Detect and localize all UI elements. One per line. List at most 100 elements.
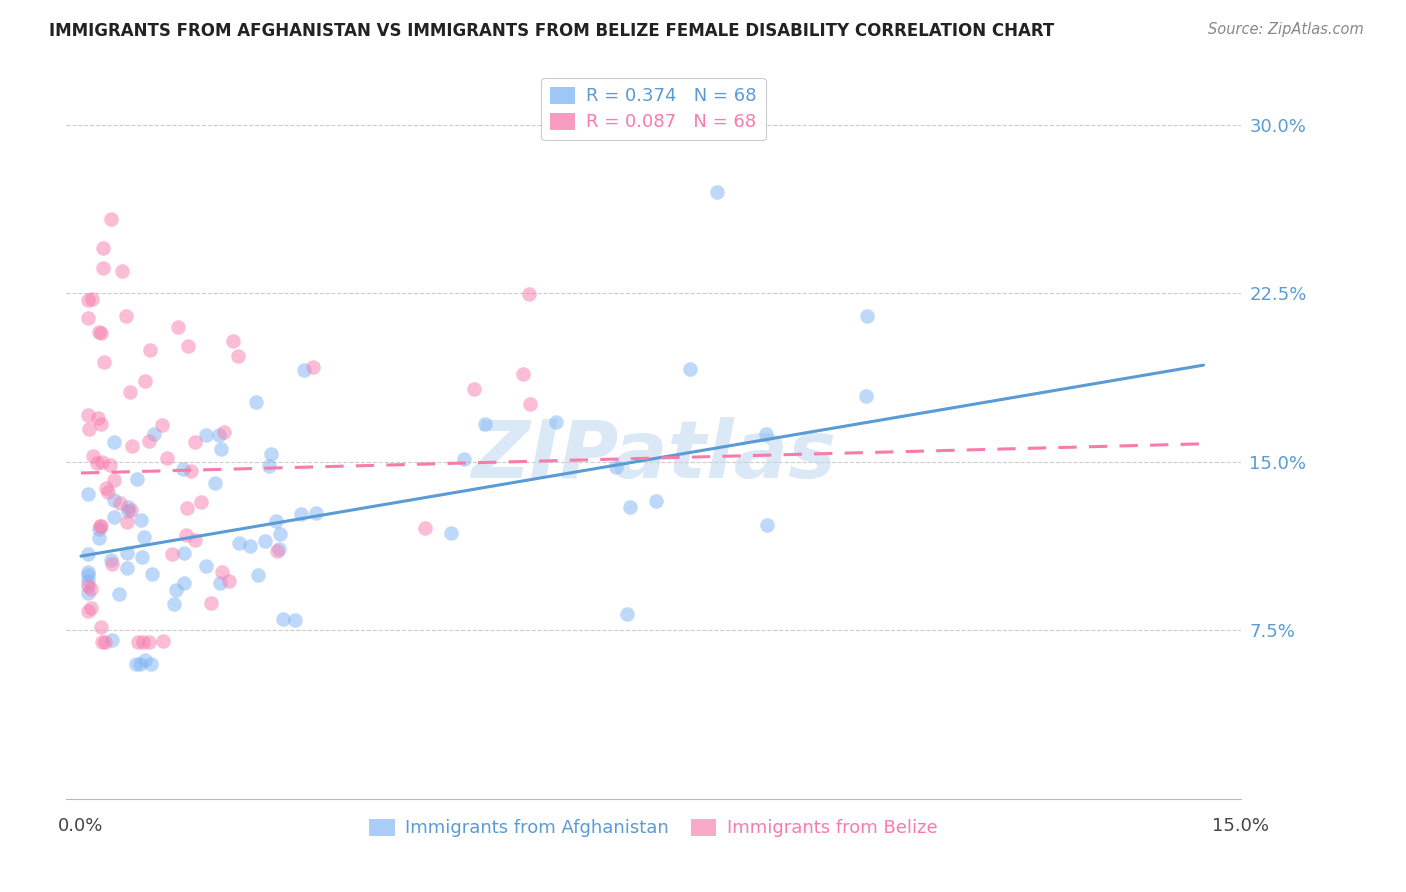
Point bbox=[269, 526, 291, 541]
Point bbox=[152, 633, 174, 648]
Text: 0.0%: 0.0% bbox=[58, 817, 104, 835]
Point bbox=[195, 427, 218, 442]
Point bbox=[619, 500, 641, 514]
Point bbox=[246, 568, 269, 582]
Point bbox=[440, 526, 463, 541]
Point bbox=[292, 362, 315, 376]
Point bbox=[101, 632, 124, 647]
Point bbox=[100, 553, 122, 567]
Point bbox=[82, 449, 104, 463]
Point bbox=[512, 368, 534, 382]
Point bbox=[167, 320, 190, 334]
Point bbox=[86, 411, 108, 425]
Point bbox=[218, 574, 240, 588]
Point bbox=[90, 620, 112, 634]
Point bbox=[271, 612, 294, 626]
Point bbox=[212, 425, 235, 439]
Point bbox=[172, 462, 194, 476]
Point bbox=[138, 434, 160, 448]
Point bbox=[103, 492, 125, 507]
Point bbox=[138, 343, 160, 358]
Point bbox=[463, 382, 485, 396]
Point bbox=[517, 287, 540, 301]
Point bbox=[100, 558, 122, 572]
Point bbox=[645, 494, 668, 508]
Point bbox=[120, 384, 142, 399]
Point bbox=[204, 475, 226, 490]
Point bbox=[90, 519, 112, 533]
Point bbox=[93, 241, 115, 255]
Point bbox=[125, 472, 148, 486]
Point bbox=[90, 634, 112, 648]
Point bbox=[150, 418, 173, 433]
Point bbox=[86, 456, 108, 470]
Point bbox=[115, 561, 138, 575]
Point bbox=[616, 607, 638, 621]
Point bbox=[115, 515, 138, 529]
Point bbox=[94, 481, 117, 495]
Point bbox=[93, 355, 115, 369]
Point bbox=[77, 547, 100, 561]
Point bbox=[269, 542, 291, 557]
Point bbox=[194, 558, 217, 573]
Point bbox=[176, 501, 198, 516]
Point bbox=[98, 458, 121, 473]
Point bbox=[132, 530, 155, 544]
Point bbox=[755, 427, 778, 442]
Point bbox=[228, 536, 250, 550]
Point bbox=[519, 397, 541, 411]
Point bbox=[103, 509, 125, 524]
Point bbox=[260, 447, 283, 461]
Point bbox=[302, 360, 325, 375]
Point bbox=[127, 634, 149, 648]
Point bbox=[453, 451, 475, 466]
Point bbox=[132, 634, 155, 648]
Point bbox=[79, 601, 101, 615]
Point bbox=[77, 604, 100, 618]
Point bbox=[79, 582, 101, 596]
Point bbox=[77, 293, 100, 307]
Point bbox=[117, 500, 139, 515]
Point bbox=[211, 565, 233, 579]
Text: Source: ZipAtlas.com: Source: ZipAtlas.com bbox=[1208, 22, 1364, 37]
Point bbox=[134, 374, 156, 388]
Point bbox=[131, 549, 153, 564]
Point bbox=[77, 422, 100, 436]
Point bbox=[174, 527, 197, 541]
Point bbox=[305, 506, 328, 520]
Point bbox=[184, 533, 207, 547]
Point bbox=[254, 533, 277, 548]
Point bbox=[209, 442, 232, 457]
Point bbox=[173, 576, 195, 591]
Point bbox=[134, 653, 156, 667]
Point bbox=[115, 545, 138, 559]
Point bbox=[208, 576, 231, 591]
Point bbox=[77, 579, 100, 593]
Point bbox=[239, 539, 262, 553]
Point bbox=[77, 586, 100, 600]
Point bbox=[266, 543, 288, 558]
Point bbox=[160, 547, 183, 561]
Point bbox=[706, 185, 728, 199]
Point bbox=[173, 546, 195, 560]
Point bbox=[77, 311, 100, 326]
Legend: Immigrants from Afghanistan, Immigrants from Belize: Immigrants from Afghanistan, Immigrants … bbox=[363, 812, 945, 845]
Text: ZIPatlas: ZIPatlas bbox=[471, 417, 837, 494]
Point bbox=[544, 415, 567, 429]
Point bbox=[77, 567, 100, 582]
Point bbox=[264, 514, 287, 528]
Point bbox=[103, 434, 125, 449]
Point bbox=[257, 458, 280, 473]
Point bbox=[129, 513, 152, 527]
Point bbox=[141, 566, 163, 581]
Point bbox=[679, 362, 702, 376]
Point bbox=[163, 597, 186, 611]
Point bbox=[108, 587, 131, 601]
Point bbox=[103, 473, 125, 487]
Point bbox=[245, 394, 267, 409]
Point bbox=[91, 260, 114, 275]
Point bbox=[165, 583, 187, 598]
Point bbox=[121, 439, 143, 453]
Point bbox=[87, 522, 110, 536]
Point bbox=[208, 428, 231, 442]
